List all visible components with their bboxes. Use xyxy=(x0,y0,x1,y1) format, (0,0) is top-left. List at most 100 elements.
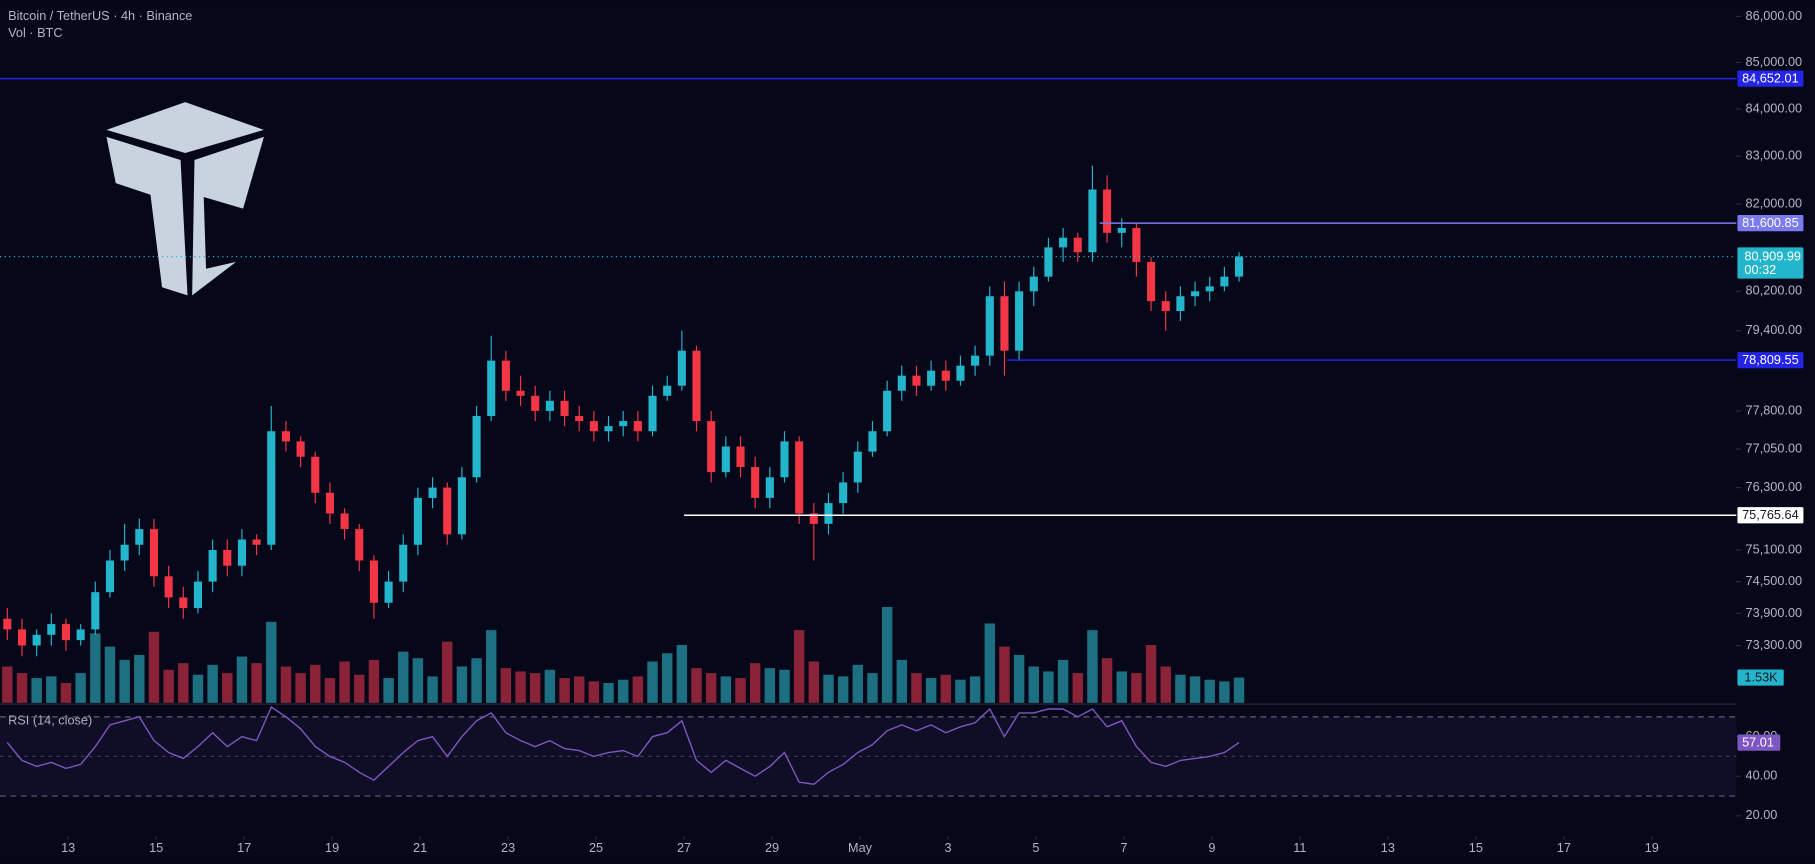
candle-body xyxy=(1073,237,1082,253)
candle-body xyxy=(428,487,437,498)
logo-left xyxy=(106,136,188,296)
volume-bar xyxy=(427,676,438,703)
chart-title: Bitcoin / TetherUS · 4h · Binance xyxy=(8,8,192,23)
y-tick-label: 77,050.00 xyxy=(1746,440,1803,455)
candle-body xyxy=(971,355,980,366)
candle-body xyxy=(325,492,334,514)
rsi-tick-label: 20.00 xyxy=(1746,807,1778,822)
candle-body xyxy=(501,360,510,391)
volume-bar xyxy=(442,641,453,703)
volume-bar xyxy=(178,663,189,703)
candle-body xyxy=(457,477,466,535)
volume-bar xyxy=(412,658,424,703)
y-tick-label: 82,000.00 xyxy=(1746,195,1803,210)
volume-bar xyxy=(793,630,805,703)
level-box xyxy=(1737,352,1804,369)
candle-body xyxy=(1205,286,1214,292)
candle-body xyxy=(883,390,892,432)
volume-bar xyxy=(544,669,556,703)
y-tick-label: 76,300.00 xyxy=(1746,479,1803,494)
volume-bar xyxy=(295,673,306,703)
volume-bar xyxy=(1043,671,1054,703)
volume-bar xyxy=(676,644,688,703)
rsi-line xyxy=(6,705,1240,785)
x-tick-label: 15 xyxy=(149,840,163,855)
candle-body xyxy=(604,426,613,432)
candle-body xyxy=(927,370,936,386)
candle-body xyxy=(780,441,789,478)
x-tick-label: 19 xyxy=(1645,840,1659,855)
candle-body xyxy=(619,421,628,427)
x-tick-label: 11 xyxy=(1293,840,1306,855)
volume-bar xyxy=(603,683,614,703)
x-tick-label: 25 xyxy=(589,840,603,855)
candle-body xyxy=(17,629,27,646)
volume-bar xyxy=(1175,674,1186,703)
volume-bar xyxy=(955,679,966,703)
candle-body xyxy=(853,451,862,483)
candle-body xyxy=(531,395,540,411)
volume-bar xyxy=(354,674,365,703)
volume-bar xyxy=(1116,671,1127,703)
level-label: 81,600.85 xyxy=(1742,215,1799,230)
x-tick-label: 27 xyxy=(677,840,691,855)
volume-bar xyxy=(1087,630,1098,703)
candle-body xyxy=(105,560,115,593)
candle-body xyxy=(941,370,950,381)
volume-bar xyxy=(222,673,233,703)
logo-right xyxy=(192,136,264,296)
volume-bar xyxy=(764,668,776,703)
volume-bar xyxy=(911,673,922,703)
y-tick-label: 77,800.00 xyxy=(1746,402,1803,417)
level-label: 75,765.64 xyxy=(1742,507,1799,522)
candle-body xyxy=(369,560,378,603)
y-tick-label: 84,000.00 xyxy=(1746,100,1803,115)
candle-body xyxy=(736,446,745,467)
y-tick-label: 85,000.00 xyxy=(1746,54,1803,69)
volume-bar xyxy=(530,673,541,703)
volume-bar xyxy=(2,666,13,703)
volume-bar xyxy=(984,623,995,703)
x-tick-label: 7 xyxy=(1120,840,1127,855)
volume-bar xyxy=(280,666,292,703)
volume-bar xyxy=(16,673,28,703)
volume-bar xyxy=(735,678,746,703)
x-tick-label: 23 xyxy=(501,840,515,855)
candle-body xyxy=(1176,296,1185,312)
candle-body xyxy=(193,581,203,609)
countdown-label: 00:32 xyxy=(1744,262,1776,277)
volume-bar xyxy=(368,659,380,703)
volume-bar xyxy=(867,673,878,703)
volume-bar xyxy=(1160,666,1171,703)
x-tick-label: 29 xyxy=(765,840,779,855)
candle-body xyxy=(1088,189,1097,253)
candle-body xyxy=(839,482,848,504)
volume-bar xyxy=(559,678,570,703)
volume-bar xyxy=(515,671,526,703)
x-tick-label: 9 xyxy=(1208,840,1215,855)
candle-body xyxy=(76,629,85,641)
volume-bar xyxy=(1013,654,1025,703)
candle-body xyxy=(1235,256,1244,277)
volume-bar xyxy=(148,631,160,703)
volume-bar xyxy=(573,676,585,703)
volume-bar xyxy=(969,676,981,703)
volume-bar xyxy=(192,674,204,703)
candle-body xyxy=(1132,228,1141,262)
candle-body xyxy=(1147,261,1156,302)
candle-body xyxy=(487,360,496,416)
candle-body xyxy=(985,296,994,356)
candle-body xyxy=(32,634,41,646)
volume-bar xyxy=(896,659,908,703)
candle-body xyxy=(296,441,305,457)
volume-bar xyxy=(251,663,262,703)
volume-bar xyxy=(779,669,790,703)
volume-bar xyxy=(31,678,42,703)
volume-bar xyxy=(647,661,658,703)
volume-bar xyxy=(266,621,277,703)
candle-body xyxy=(677,350,686,386)
volume-bar xyxy=(1101,658,1113,703)
rsi-badge xyxy=(1737,734,1781,751)
